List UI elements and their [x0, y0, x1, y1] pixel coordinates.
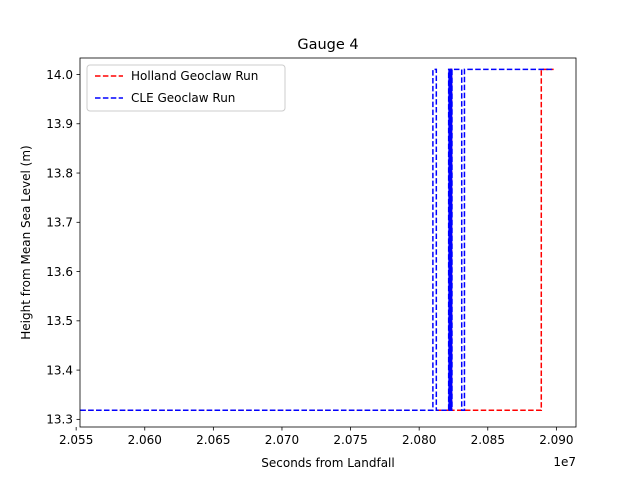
x-tick-label: 2.055 — [59, 433, 93, 447]
legend: Holland Geoclaw Run CLE Geoclaw Run — [86, 64, 286, 112]
legend-box — [86, 64, 286, 112]
x-tick-label: 2.080 — [402, 433, 436, 447]
plot-background — [80, 58, 576, 427]
x-axis-label: Seconds from Landfall — [261, 456, 394, 470]
x-tick-label: 2.090 — [539, 433, 573, 447]
y-tick-label: 13.6 — [46, 265, 73, 279]
legend-label-holland: Holland Geoclaw Run — [131, 69, 258, 83]
y-axis: 13.3 13.4 13.5 13.6 13.7 13.8 13.9 14.0 — [46, 68, 80, 427]
cle-series-line — [80, 68, 554, 411]
x-tick-label: 2.065 — [196, 433, 230, 447]
legend-label-cle: CLE Geoclaw Run — [131, 91, 235, 105]
y-tick-label: 13.8 — [46, 166, 73, 180]
x-tick-label: 2.075 — [333, 433, 367, 447]
chart-title: Gauge 4 — [297, 37, 358, 53]
y-tick-label: 13.7 — [46, 216, 73, 230]
y-axis-label: Height from Mean Sea Level (m) — [19, 145, 33, 339]
y-tick-label: 14.0 — [46, 68, 73, 82]
x-tick-label: 2.060 — [128, 433, 162, 447]
y-tick-label: 13.5 — [46, 314, 73, 328]
x-tick-label: 2.070 — [265, 433, 299, 447]
x-tick-label: 2.085 — [471, 433, 505, 447]
y-tick-label: 13.9 — [46, 117, 73, 131]
series-layer — [80, 68, 554, 411]
plot-frame — [79, 57, 577, 428]
y-tick-label: 13.3 — [46, 413, 73, 427]
x-axis: 2.055 2.060 2.065 2.070 2.075 2.080 2.085 2.090 — [59, 427, 574, 447]
plot-area — [79, 57, 577, 428]
x-offset-label: 1e7 — [553, 455, 576, 469]
y-tick-label: 13.4 — [46, 363, 73, 377]
